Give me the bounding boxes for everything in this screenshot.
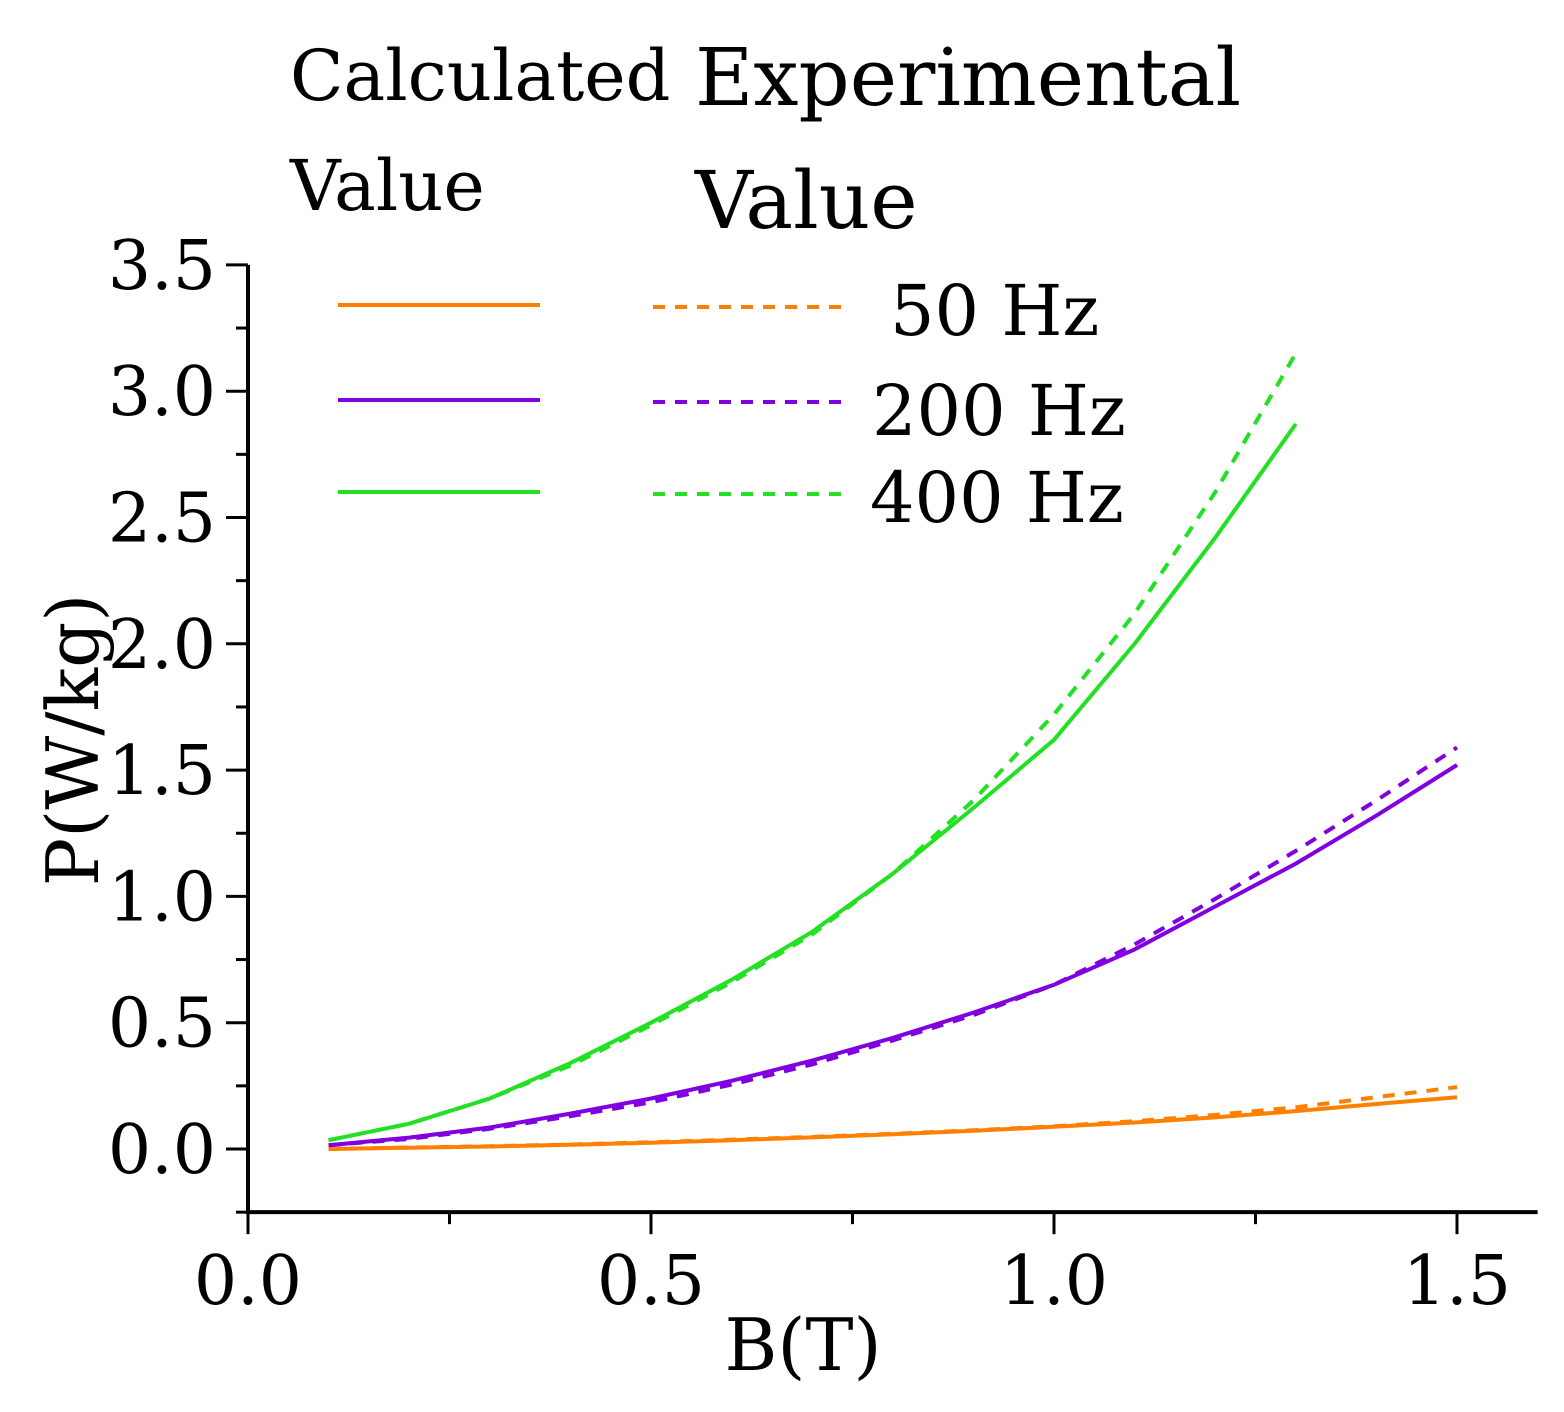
axes: 0.0 0.5 1.0 1.5 2.0 2.5 3.0 3.5 0.0 0.5 1.0 1.5: [108, 227, 1538, 1321]
series-lines: [328, 352, 1459, 1151]
y-tick-label: 3.0: [108, 353, 216, 432]
series-line-400hz-calculated: [328, 422, 1298, 1143]
legend-header-calculated-line2: Value: [289, 145, 485, 227]
x-tick-label: 0.5: [597, 1242, 705, 1321]
x-axis-title: B(T): [724, 1303, 881, 1387]
y-tick-label: 0.5: [108, 985, 216, 1064]
legend: Calculated Value Experimental Value 50 H…: [289, 31, 1241, 539]
series-line-200hz-experimental: [328, 745, 1459, 1148]
series-line-50hz-calculated: [328, 1095, 1458, 1151]
legend-header-experimental-line2: Value: [694, 154, 918, 247]
y-tick-label: 0.0: [108, 1111, 216, 1190]
y-axis-title: P(W/kg): [31, 594, 115, 887]
x-tick-label: 1.0: [1000, 1242, 1108, 1321]
y-tick-label: 1.5: [108, 732, 216, 811]
series-line-400hz-experimental: [328, 352, 1298, 1143]
y-tick-label: 2.5: [108, 480, 216, 559]
legend-label-50hz: 50 Hz: [890, 270, 1099, 352]
series-line-200hz-calculated: [328, 763, 1459, 1148]
y-tick-label: 1.0: [108, 858, 216, 937]
legend-header-calculated-line1: Calculated: [290, 35, 670, 117]
y-tick-label: 3.5: [108, 227, 216, 306]
legend-label-400hz: 400 Hz: [870, 457, 1124, 539]
x-tick-label: 1.5: [1403, 1242, 1511, 1321]
x-tick-label: 0.0: [194, 1242, 302, 1321]
legend-header-experimental-line1: Experimental: [695, 31, 1241, 124]
y-tick-label: 2.0: [108, 606, 216, 685]
legend-label-200hz: 200 Hz: [872, 370, 1126, 452]
